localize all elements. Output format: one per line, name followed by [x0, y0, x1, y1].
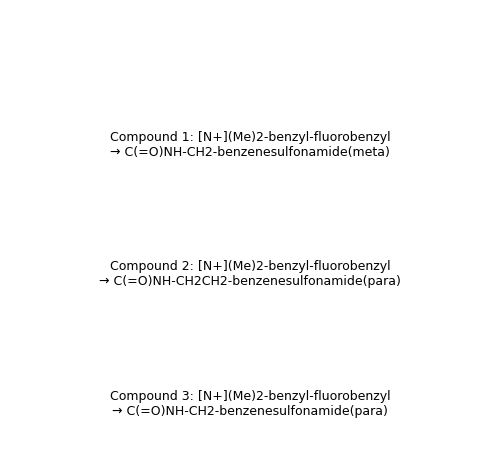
Text: Compound 1: [N+](Me)2-benzyl-fluorobenzyl
→ C(=O)NH-CH2-benzenesulfonamide(meta): Compound 1: [N+](Me)2-benzyl-fluorobenzy… — [110, 131, 390, 158]
Text: Compound 2: [N+](Me)2-benzyl-fluorobenzyl
→ C(=O)NH-CH2CH2-benzenesulfonamide(pa: Compound 2: [N+](Me)2-benzyl-fluorobenzy… — [99, 260, 401, 288]
Text: Compound 3: [N+](Me)2-benzyl-fluorobenzyl
→ C(=O)NH-CH2-benzenesulfonamide(para): Compound 3: [N+](Me)2-benzyl-fluorobenzy… — [110, 390, 390, 418]
